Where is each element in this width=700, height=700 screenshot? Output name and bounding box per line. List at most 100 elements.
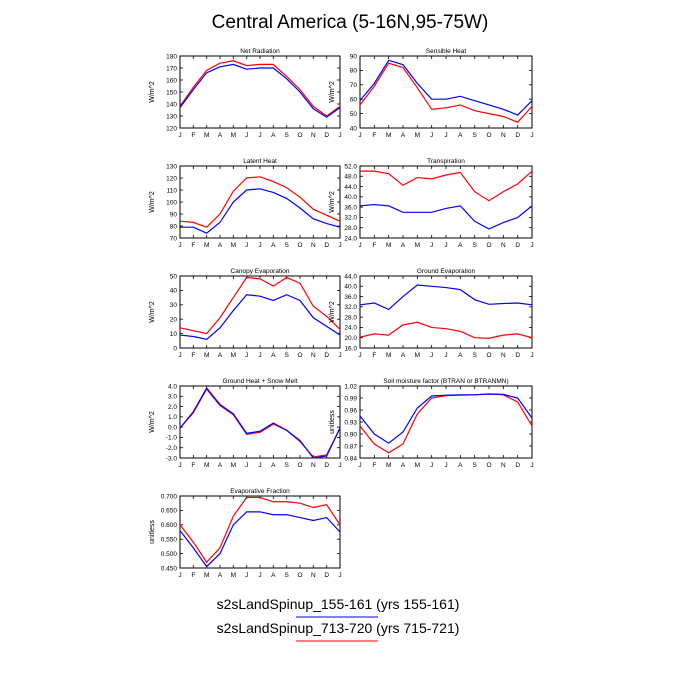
x-tick-label: J — [258, 352, 261, 359]
x-tick-label: J — [430, 132, 433, 139]
x-tick-label: F — [191, 132, 195, 139]
x-tick-label: A — [271, 572, 276, 579]
legend: s2sLandSpinup_155-161 (yrs 155-161) s2sL… — [217, 596, 459, 642]
x-tick-label: O — [486, 132, 491, 139]
panel-title: Canopy Evaporation — [231, 268, 290, 275]
panel-title: Ground Evaporation — [417, 268, 476, 275]
x-tick-label: J — [178, 352, 181, 359]
y-tick-label: 28.0 — [344, 225, 357, 232]
x-tick-label: A — [218, 132, 223, 139]
y-tick-label: 36.0 — [344, 204, 357, 211]
x-tick-label: D — [515, 242, 520, 249]
y-tick-label: -3.0 — [166, 455, 178, 462]
panel-title: Sensible Heat — [426, 48, 467, 55]
x-tick-label: J — [530, 352, 533, 359]
x-tick-label: M — [204, 242, 209, 249]
y-tick-label: 44.0 — [344, 273, 357, 280]
y-tick-label: 1.02 — [344, 383, 357, 390]
x-tick-label: F — [372, 462, 376, 469]
y-tick-label: 40.0 — [344, 194, 357, 201]
x-tick-label: J — [444, 132, 447, 139]
x-tick-label: O — [486, 242, 491, 249]
y-tick-label: 0.93 — [344, 419, 357, 426]
y-tick-label: 130 — [166, 113, 177, 120]
x-tick-label: S — [472, 132, 477, 139]
series-line-blue — [179, 386, 341, 459]
x-tick-label: F — [372, 132, 376, 139]
y-tick-label: 0.90 — [344, 431, 357, 438]
series-line-blue — [179, 511, 341, 568]
x-tick-label: A — [458, 132, 463, 139]
series-line-blue — [359, 203, 533, 230]
x-tick-label: A — [401, 132, 406, 139]
x-tick-label: S — [284, 132, 289, 139]
x-tick-label: N — [501, 242, 506, 249]
y-tick-label: 24.0 — [344, 325, 357, 332]
y-axis-label: W/m^2 — [329, 81, 336, 103]
x-tick-label: D — [324, 242, 329, 249]
y-axis-label: W/m^2 — [149, 81, 156, 103]
y-tick-label: 32.0 — [344, 215, 357, 222]
x-tick-label: J — [430, 242, 433, 249]
y-tick-label: 44.0 — [344, 184, 357, 191]
x-tick-label: A — [218, 242, 223, 249]
plot-frame — [179, 55, 341, 129]
series-line-red — [179, 60, 341, 117]
series-line-red — [179, 388, 341, 458]
y-tick-label: -2.0 — [166, 445, 178, 452]
x-tick-label: J — [245, 572, 248, 579]
x-tick-label: S — [284, 242, 289, 249]
series-line-red — [360, 170, 533, 202]
y-tick-label: 0.600 — [161, 522, 178, 529]
series-line-red — [359, 62, 533, 123]
x-tick-label: N — [501, 132, 506, 139]
y-axis-label: unitless — [329, 410, 336, 434]
x-tick-label: D — [515, 132, 520, 139]
y-tick-label: 0.550 — [161, 537, 178, 544]
x-tick-label: A — [271, 462, 276, 469]
y-tick-label: 160 — [166, 77, 177, 84]
x-tick-label: F — [191, 462, 195, 469]
x-tick-label: D — [324, 352, 329, 359]
series-line-red — [359, 321, 533, 339]
x-tick-label: J — [178, 242, 181, 249]
y-tick-label: 120 — [166, 175, 177, 182]
x-tick-label: D — [515, 352, 520, 359]
y-tick-label: 50 — [350, 111, 358, 118]
x-tick-label: J — [444, 352, 447, 359]
panel-title: Latent Heat — [243, 158, 277, 165]
y-tick-label: 0 — [173, 345, 177, 352]
y-axis-label: W/m^2 — [149, 411, 156, 433]
x-tick-label: M — [231, 132, 236, 139]
plot-frame — [359, 165, 533, 239]
x-tick-label: N — [311, 352, 316, 359]
y-tick-label: 40 — [170, 288, 178, 295]
y-tick-label: 0.99 — [344, 395, 357, 402]
x-tick-label: J — [338, 242, 341, 249]
x-tick-label: F — [191, 352, 195, 359]
x-tick-label: M — [204, 132, 209, 139]
y-tick-label: 52.0 — [344, 163, 357, 170]
x-tick-label: J — [178, 572, 181, 579]
x-tick-label: J — [444, 242, 447, 249]
series-line-red — [179, 176, 341, 228]
x-tick-label: N — [501, 352, 506, 359]
x-tick-label: J — [430, 462, 433, 469]
y-tick-label: 1.0 — [168, 414, 177, 421]
x-tick-label: S — [284, 572, 289, 579]
x-tick-label: D — [324, 572, 329, 579]
panel-title: Soil moisture factor (BTRAN or BTRANMN) — [383, 378, 508, 385]
y-tick-label: 170 — [166, 65, 177, 72]
y-tick-label: 28.0 — [344, 314, 357, 321]
y-tick-label: 0.500 — [161, 551, 178, 558]
x-tick-label: D — [324, 132, 329, 139]
x-tick-label: J — [338, 352, 341, 359]
x-tick-label: J — [530, 132, 533, 139]
x-tick-label: M — [204, 572, 209, 579]
y-tick-label: 110 — [167, 187, 178, 194]
x-tick-label: S — [284, 352, 289, 359]
x-tick-label: A — [401, 242, 406, 249]
x-tick-label: A — [271, 352, 276, 359]
y-tick-label: 90 — [170, 211, 178, 218]
x-tick-label: F — [372, 242, 376, 249]
